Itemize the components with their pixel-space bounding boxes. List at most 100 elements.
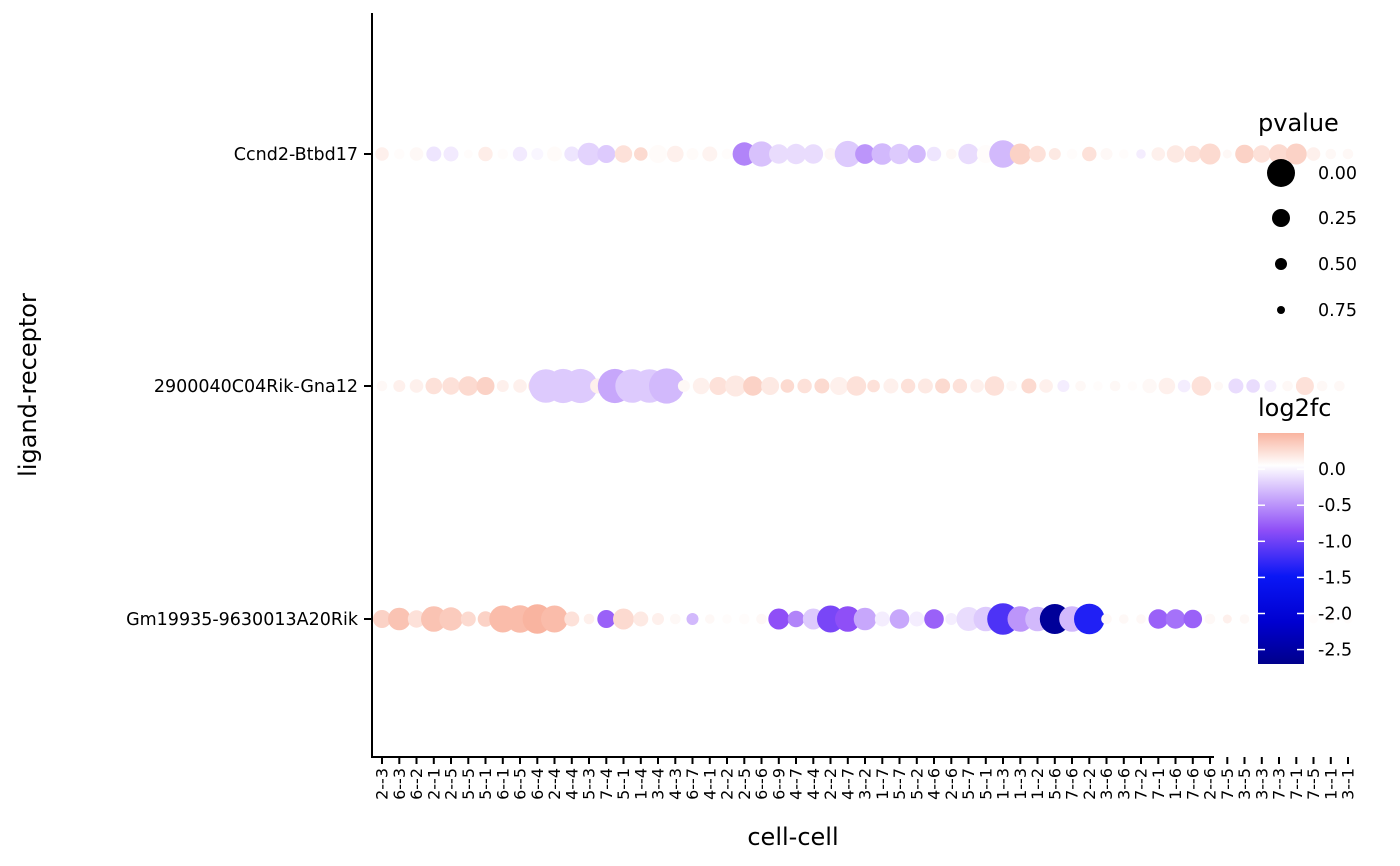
points-layer [373, 140, 1354, 635]
dot-1-35 [970, 379, 984, 393]
dot-2-47 [1183, 609, 1203, 629]
dot-1-20 [709, 377, 728, 395]
dot-0-49 [1222, 149, 1232, 159]
dot-1-39 [1039, 379, 1053, 393]
dot-2-16 [652, 613, 664, 625]
y-tick-label-0: Gm19935-9630013A20Rik [126, 610, 359, 630]
dot-0-40 [1066, 148, 1078, 160]
dot-0-29 [871, 143, 894, 165]
dot-1-4 [442, 377, 460, 395]
x-tick-label-40: 7--6 [1063, 768, 1082, 800]
dot-0-33 [946, 148, 957, 160]
dot-1-0 [376, 380, 388, 392]
dot-0-5 [463, 149, 473, 159]
x-tick-label-23: 6--9 [769, 768, 788, 800]
dot-0-2 [409, 147, 424, 161]
dot-0-16 [649, 145, 667, 163]
dot-2-46 [1165, 609, 1186, 629]
dot-2-49 [1222, 614, 1232, 624]
dot-1-45 [1142, 378, 1157, 394]
dot-0-9 [531, 148, 544, 160]
x-tick-label-49: 7--5 [1218, 768, 1237, 800]
colorbar [1258, 433, 1304, 664]
x-tick-label-22: 6--6 [752, 768, 771, 800]
x-tick-label-31: 5--2 [907, 768, 926, 800]
dot-2-30 [889, 609, 910, 629]
size-legend-label-2: 0.50 [1318, 255, 1357, 275]
dot-2-37 [1007, 606, 1034, 632]
dot-1-40 [1057, 380, 1070, 392]
dot-1-19 [692, 377, 710, 395]
dot-2-12 [583, 613, 595, 625]
dot-0-21 [732, 142, 756, 166]
x-tick-label-52: 7--3 [1270, 768, 1289, 800]
dot-2-15 [633, 611, 649, 627]
dot-2-24 [787, 610, 805, 628]
dot-2-14 [613, 608, 634, 630]
dot-2-4 [439, 607, 463, 631]
x-tick-label-9: 6--4 [528, 768, 547, 800]
dot-2-20 [722, 614, 732, 624]
dot-2-6 [477, 611, 494, 627]
x-tick-label-38: 1--2 [1028, 768, 1047, 800]
x-axis-title: cell-cell [747, 823, 838, 851]
dot-1-31 [900, 378, 916, 394]
dot-0-3 [426, 146, 442, 162]
x-tick-label-44: 7--2 [1132, 768, 1151, 800]
dot-0-15 [634, 147, 648, 161]
dot-1-54 [1295, 377, 1314, 395]
dot-1-18 [677, 380, 690, 392]
x-tick-label-30: 5--7 [890, 768, 909, 800]
dot-2-54 [1309, 614, 1318, 624]
x-tick-label-10: 2--4 [545, 768, 564, 800]
dot-2-33 [945, 613, 958, 625]
x-tick-label-51: 3--3 [1252, 768, 1271, 800]
x-ticks: 2--36--36--22--12--55--55--16--16--56--4… [373, 757, 1358, 800]
x-tick-label-8: 6--5 [511, 768, 530, 800]
dot-2-10 [541, 605, 568, 633]
x-tick-label-54: 7--5 [1304, 768, 1323, 800]
dot-2-44 [1136, 614, 1146, 624]
dot-1-56 [1334, 380, 1345, 392]
dot-0-46 [1166, 145, 1185, 163]
dot-0-51 [1253, 145, 1271, 163]
x-tick-label-34: 5--7 [959, 768, 978, 800]
x-tick-label-25: 4--4 [804, 768, 823, 800]
dot-1-37 [1006, 380, 1017, 392]
dot-0-43 [1119, 149, 1129, 159]
dot-1-5 [458, 376, 479, 396]
dot-2-0 [373, 610, 391, 628]
dot-0-8 [512, 146, 528, 162]
color-legend: log2fc 0.0 -0.5 -1.0 -1.5 -2.0 -2.5 [1258, 394, 1352, 664]
dot-2-21 [739, 613, 750, 625]
dot-2-34 [956, 607, 981, 631]
x-tick-label-18: 6--7 [683, 768, 702, 800]
dot-0-28 [855, 144, 875, 164]
x-tick-label-15: 1--4 [631, 768, 650, 800]
x-tick-label-5: 5--5 [459, 768, 478, 800]
x-tick-label-6: 5--1 [476, 768, 495, 800]
dot-1-26 [814, 378, 830, 394]
dot-0-1 [394, 148, 405, 160]
x-tick-label-32: 4--6 [925, 768, 944, 800]
dot-0-30 [889, 143, 910, 165]
x-tick-label-50: 3--5 [1235, 768, 1254, 800]
dot-1-43 [1109, 380, 1121, 392]
x-tick-label-14: 5--1 [614, 768, 633, 800]
dot-0-10 [547, 146, 562, 162]
dot-0-12 [577, 142, 601, 166]
dot-2-3 [421, 606, 447, 632]
dot-1-8 [513, 379, 527, 393]
dot-0-50 [1235, 144, 1254, 164]
colorbar-label-0: 0.0 [1318, 460, 1346, 480]
dot-0-18 [686, 148, 699, 160]
dot-1-3 [425, 377, 443, 395]
dot-0-17 [667, 145, 684, 163]
dot-1-55 [1316, 380, 1328, 392]
dot-0-38 [1029, 145, 1046, 163]
x-tick-label-12: 5--3 [580, 768, 599, 800]
dot-2-32 [924, 609, 944, 629]
x-tick-label-45: 7--1 [1149, 768, 1168, 800]
x-tick-label-43: 3--6 [1114, 768, 1133, 800]
